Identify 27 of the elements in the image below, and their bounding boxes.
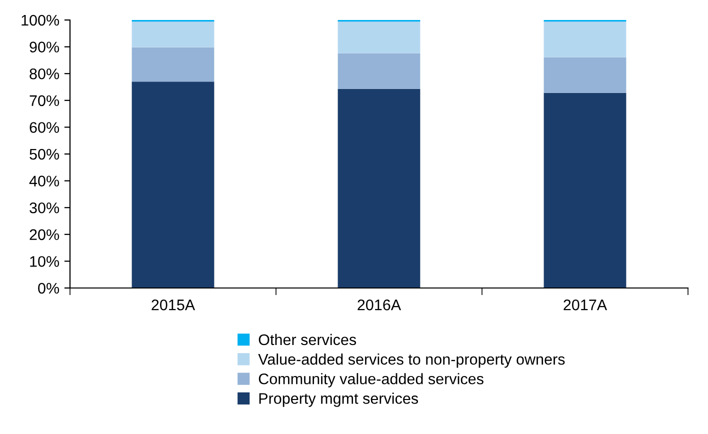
bar [544, 57, 626, 93]
y-tick-label: 40% [29, 176, 60, 186]
legend-label: Value-added services to non-property owners [258, 354, 565, 368]
y-tick-label: 10% [30, 256, 60, 267]
y-tick-label: 70% [30, 95, 60, 106]
bar [338, 22, 420, 54]
y-tick-label: 80% [30, 68, 60, 80]
bar [132, 82, 214, 288]
y-tick-label: 0% [38, 282, 60, 294]
x-tick-label: 2015A [152, 300, 196, 310]
bar [132, 47, 214, 82]
bar [338, 88, 420, 288]
legend-label: Other services [258, 334, 356, 346]
y-tick-label: 30% [30, 202, 60, 214]
y-tick-label: 50% [30, 148, 60, 160]
bar [544, 92, 626, 288]
y-tick-label: 100% [22, 14, 60, 26]
bar [132, 22, 214, 48]
y-tick-label: 90% [30, 42, 60, 52]
x-tick-label: 2016A [358, 300, 402, 310]
legend-label: Property mgmt services [259, 392, 418, 407]
y-tick-label: 20% [30, 229, 60, 240]
bar [338, 53, 420, 89]
y-tick-label: 60% [30, 122, 60, 133]
legend-label: Community value-added services [258, 373, 484, 388]
x-tick-label: 2017A [564, 300, 608, 310]
bar [544, 22, 626, 58]
